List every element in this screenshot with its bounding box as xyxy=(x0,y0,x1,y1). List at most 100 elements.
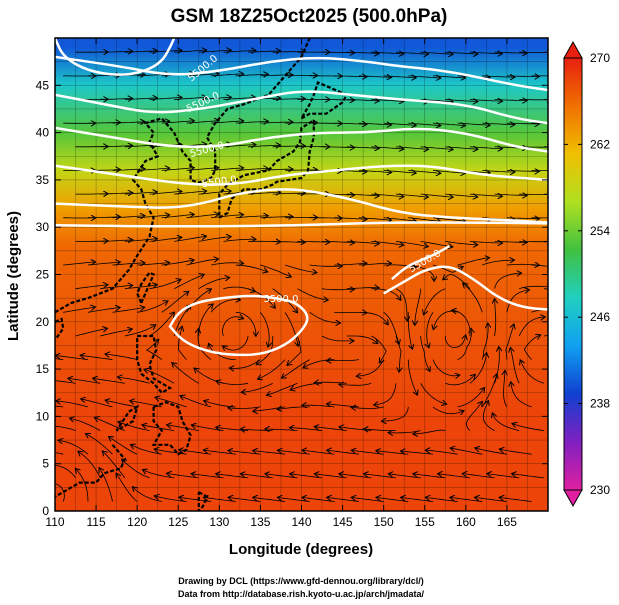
streamline xyxy=(334,263,366,265)
streamline xyxy=(161,121,194,123)
streamline xyxy=(149,280,181,290)
streamline xyxy=(414,474,446,479)
streamline xyxy=(223,51,255,53)
colorbar-tick-label: 246 xyxy=(590,310,610,324)
streamline xyxy=(297,288,327,300)
streamline xyxy=(457,388,484,408)
streamline xyxy=(173,305,190,337)
streamline xyxy=(506,170,539,171)
streamline xyxy=(223,239,255,241)
colorbar-tick-label: 230 xyxy=(590,483,610,497)
contour-line xyxy=(55,164,548,186)
y-tick-label: 40 xyxy=(36,126,50,140)
streamline xyxy=(100,51,132,52)
streamline xyxy=(420,52,453,54)
streamline xyxy=(432,123,465,125)
y-tick-label: 30 xyxy=(36,220,50,234)
streamline xyxy=(513,474,544,479)
streamline xyxy=(284,312,298,345)
streamline xyxy=(358,170,391,172)
streamline xyxy=(282,359,310,378)
y-tick-label: 35 xyxy=(36,173,50,187)
coastline xyxy=(55,444,127,498)
streamline xyxy=(211,74,243,76)
streamline xyxy=(358,263,391,265)
streamline xyxy=(211,215,243,219)
streamline xyxy=(395,288,407,321)
streamline xyxy=(131,445,162,455)
x-tick-label: 160 xyxy=(456,515,476,529)
x-tick-label: 130 xyxy=(209,515,229,529)
streamline xyxy=(235,216,267,218)
streamline xyxy=(482,170,514,172)
contour-line xyxy=(55,38,176,76)
streamline xyxy=(248,145,280,147)
streamline xyxy=(223,98,255,100)
streamline xyxy=(506,76,539,77)
streamline xyxy=(453,310,471,337)
streamline xyxy=(445,375,474,386)
streamline xyxy=(242,382,273,392)
streamline xyxy=(395,52,428,54)
streamline xyxy=(248,192,280,194)
streamline xyxy=(395,193,428,197)
streamline xyxy=(223,335,249,350)
streamline xyxy=(186,259,218,266)
streamline xyxy=(94,378,125,384)
streamline xyxy=(260,217,292,218)
streamline xyxy=(103,452,126,479)
streamline xyxy=(100,329,131,337)
streamline xyxy=(322,147,354,148)
streamline xyxy=(408,170,440,173)
streamline xyxy=(494,194,527,195)
credit-line-1: Drawing by DCL (https://www.gfd-dennou.o… xyxy=(178,576,424,586)
streamline xyxy=(137,168,169,170)
x-tick-label: 155 xyxy=(415,515,435,529)
x-tick-label: 145 xyxy=(333,515,353,529)
streamline xyxy=(284,264,316,273)
streamline xyxy=(75,329,107,337)
streamline xyxy=(79,452,101,479)
streamline xyxy=(81,355,113,360)
streamline xyxy=(63,307,94,313)
streamline xyxy=(100,146,132,147)
streamline xyxy=(309,265,342,266)
streamline xyxy=(493,414,520,431)
streamline xyxy=(229,407,261,409)
streamline xyxy=(346,241,379,243)
streamline xyxy=(445,241,477,244)
coastline xyxy=(55,38,311,314)
streamline xyxy=(235,264,267,272)
streamline xyxy=(424,288,446,314)
streamline xyxy=(55,405,64,408)
y-tick-label: 10 xyxy=(36,409,50,423)
coastline xyxy=(197,491,209,511)
contour-line xyxy=(55,188,548,224)
streamline xyxy=(469,147,502,149)
streamline xyxy=(395,147,428,150)
contour-line xyxy=(55,90,548,125)
streamline xyxy=(346,100,379,101)
streamline xyxy=(415,288,421,325)
streamline xyxy=(420,383,446,404)
streamline xyxy=(482,402,495,431)
streamline xyxy=(179,327,187,360)
streamline xyxy=(445,194,477,197)
streamline xyxy=(432,406,463,414)
streamline xyxy=(223,145,255,147)
streamline xyxy=(346,194,379,196)
streamline xyxy=(124,285,157,290)
x-tick-label: 150 xyxy=(374,515,394,529)
streamline xyxy=(156,398,187,408)
streamline xyxy=(340,383,372,385)
streamline xyxy=(407,359,417,395)
streamline xyxy=(173,363,199,384)
streamline xyxy=(168,425,199,431)
credit-line-2: Data from http://database.rish.kyoto-u.a… xyxy=(178,589,425,599)
streamline xyxy=(71,418,101,431)
streamline xyxy=(55,380,76,384)
y-tick-label: 45 xyxy=(36,78,50,92)
coastline xyxy=(151,401,192,456)
streamline xyxy=(161,168,194,171)
